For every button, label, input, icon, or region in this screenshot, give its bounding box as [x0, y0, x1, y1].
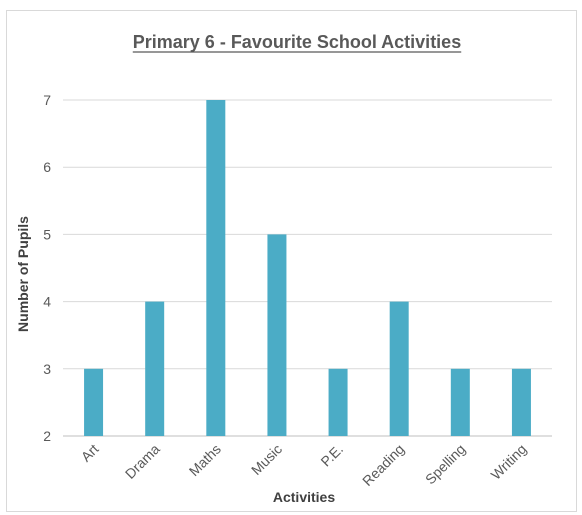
y-axis-ticks: 2 3 4 5 6 7: [43, 92, 51, 444]
x-tick-label: Maths: [186, 441, 224, 479]
x-tick-label: Spelling: [422, 441, 469, 488]
y-tick-label: 2: [43, 428, 51, 444]
x-tick-label: P.E.: [317, 441, 346, 470]
x-tick-label: Reading: [359, 441, 407, 489]
x-axis-title: Activities: [273, 489, 335, 505]
x-tick-label: Art: [78, 441, 102, 465]
bar-art: [84, 368, 104, 436]
y-axis-title: Number of Pupils: [15, 216, 31, 332]
bar-chart: Primary 6 - Favourite School Activities …: [15, 32, 552, 505]
x-axis-ticks: Art Drama Maths Music P.E. Reading Spelling Wri…: [78, 441, 530, 489]
x-tick-label: Drama: [122, 441, 163, 482]
bar-reading: [389, 301, 409, 436]
y-tick-label: 5: [43, 226, 51, 242]
bar-drama: [145, 301, 165, 436]
y-tick-label: 4: [43, 294, 51, 310]
bar-pe: [328, 368, 348, 436]
chart-container: Primary 6 - Favourite School Activities …: [6, 10, 577, 512]
bar-maths: [206, 100, 226, 436]
bar-writing: [511, 368, 531, 436]
y-tick-label: 7: [43, 92, 51, 108]
bars: [84, 100, 531, 436]
chart-title: Primary 6 - Favourite School Activities: [133, 32, 461, 52]
bar-spelling: [450, 368, 470, 436]
gridlines: [63, 99, 552, 437]
y-tick-label: 3: [43, 361, 51, 377]
y-tick-label: 6: [43, 159, 51, 175]
x-tick-label: Music: [248, 441, 285, 478]
bar-music: [267, 234, 287, 436]
x-tick-label: Writing: [488, 441, 530, 483]
